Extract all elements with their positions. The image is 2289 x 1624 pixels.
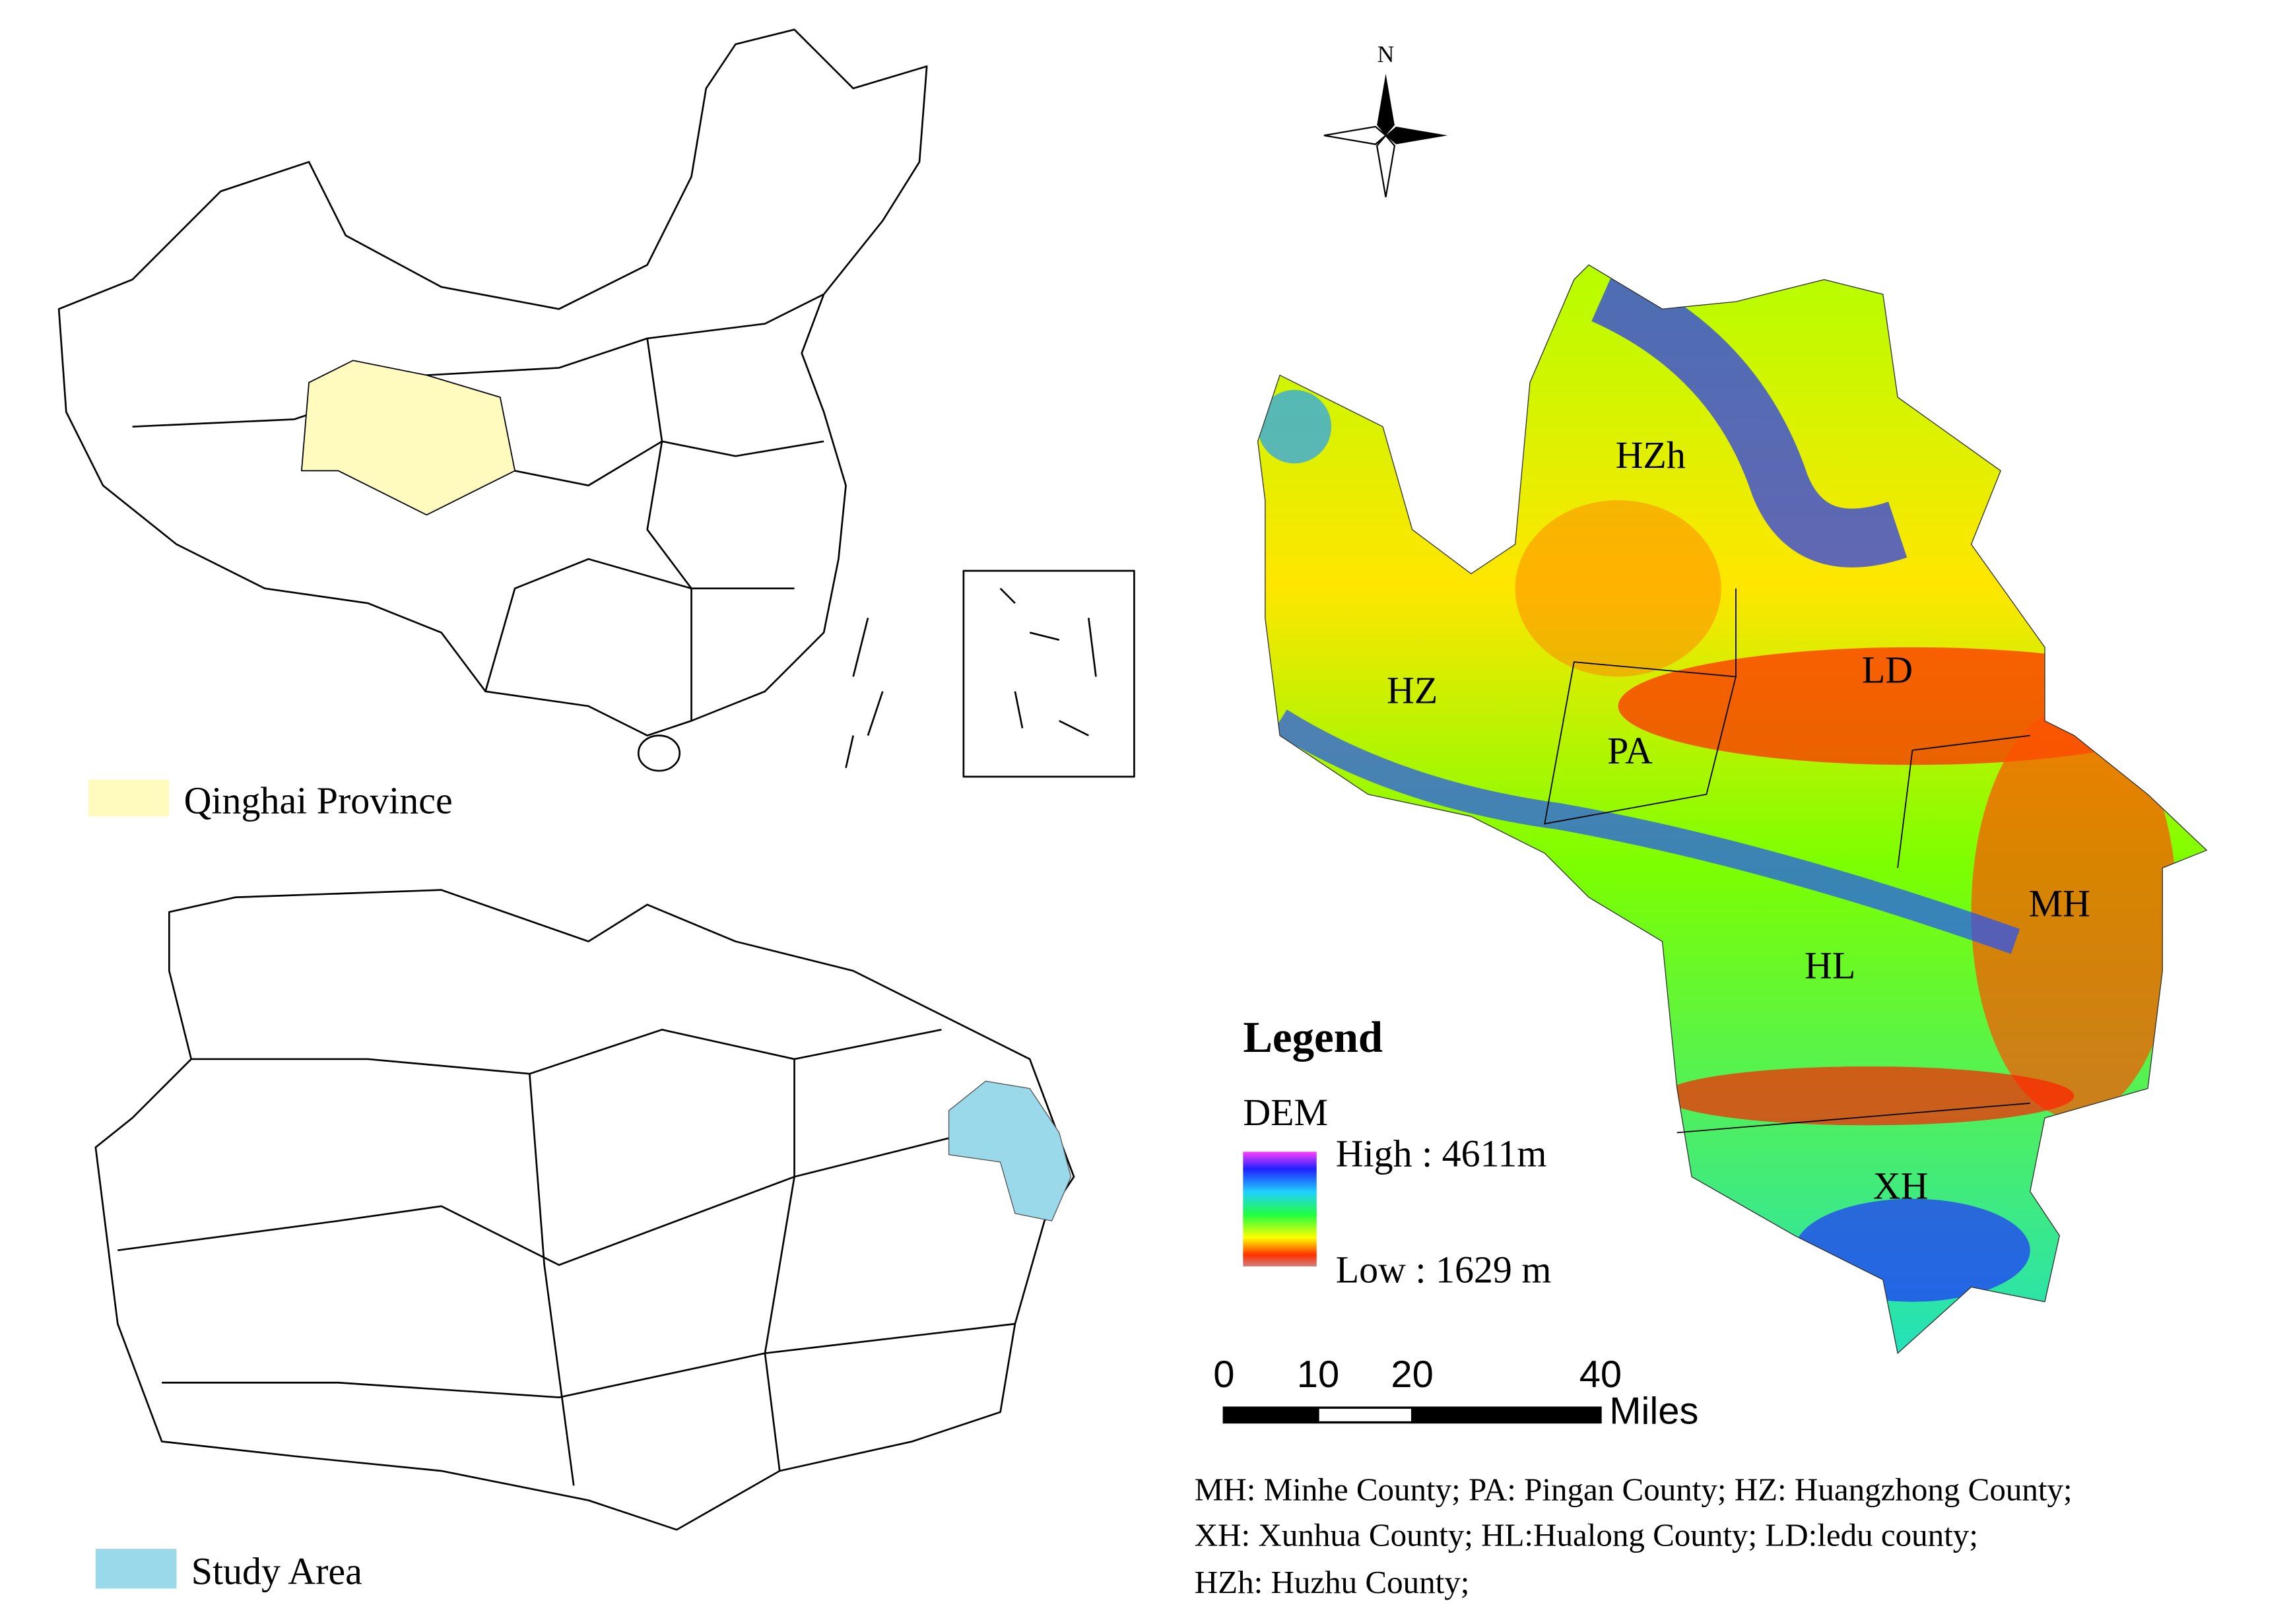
county-label: PA: [1607, 729, 1653, 772]
scale-segment: [1317, 1406, 1414, 1424]
legend-swatch: [88, 779, 170, 817]
county-label: LD: [1862, 648, 1913, 691]
legend-swatch: [95, 1549, 177, 1589]
scale-label: 20: [1391, 1353, 1433, 1396]
scale-unit: Miles: [1609, 1390, 1698, 1433]
scale-segment: [1410, 1406, 1602, 1424]
north-arrow: N: [1323, 41, 1448, 198]
county-label: HL: [1805, 944, 1855, 987]
footnote-line: MH: Minhe County; PA: Pingan County; HZ:…: [1195, 1472, 2073, 1508]
footnote-line: XH: Xunhua County; HL:Hualong County; LD…: [1195, 1517, 1978, 1553]
legend-title: Legend: [1243, 1013, 1383, 1062]
county-label: HZ: [1387, 669, 1438, 712]
footnote: MH: Minhe County; PA: Pingan County; HZ:…: [1195, 1472, 2073, 1600]
china-map: Qinghai Province: [57, 28, 1135, 822]
footnote-line: HZh: Huzhu County;: [1195, 1564, 1470, 1600]
scale-label: 10: [1297, 1353, 1339, 1396]
scale-segment: [1222, 1406, 1319, 1424]
scale-label: 40: [1579, 1353, 1622, 1396]
legend-label: Qinghai Province: [184, 779, 453, 822]
dem-legend: Legend DEM High : 4611m Low : 1629 m: [1243, 1013, 1551, 1291]
scale-label: 0: [1213, 1353, 1234, 1396]
color-bar: [1243, 1152, 1317, 1267]
low-label: Low : 1629 m: [1336, 1249, 1552, 1291]
county-label: XH: [1873, 1165, 1929, 1208]
high-label: High : 4611m: [1336, 1132, 1547, 1175]
qinghai-map: Study Area: [94, 889, 1075, 1593]
county-label: MH: [2029, 882, 2090, 925]
dem-map: HZh HZ PA LD MH HL XH: [1257, 264, 2208, 1354]
north-label: N: [1377, 41, 1395, 67]
county-label: HZh: [1616, 434, 1686, 476]
legend-label: Study Area: [191, 1550, 362, 1593]
dem-title: DEM: [1243, 1091, 1328, 1134]
